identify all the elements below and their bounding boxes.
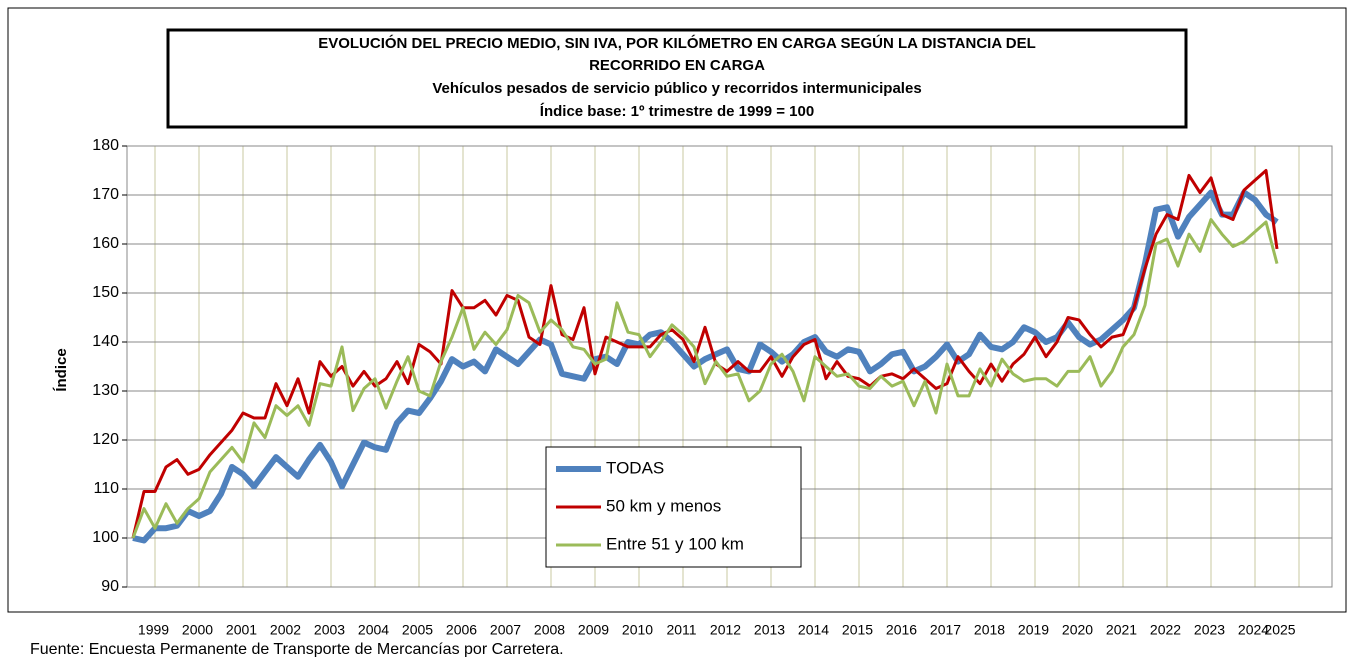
y-tick-label: 180 [92, 137, 119, 154]
y-tick-label: 160 [92, 235, 119, 252]
y-tick-label: 170 [92, 186, 119, 203]
x-tick-label: 2003 [314, 622, 345, 638]
x-tick-label: 2018 [974, 622, 1005, 638]
y-tick-label: 110 [93, 480, 119, 497]
x-tick-label: 1999 [138, 622, 169, 638]
x-tick-label: 2022 [1150, 622, 1181, 638]
x-tick-label: 2011 [666, 622, 696, 638]
x-tick-label: 2024 [1238, 622, 1269, 638]
series-line [132, 189, 1279, 544]
chart-subtitle: Vehículos pesados de servicio público y … [432, 80, 921, 97]
series-line [131, 218, 1279, 539]
legend-label: TODAS [606, 458, 664, 477]
x-tick-label: 2005 [402, 622, 433, 638]
x-tick-label: 2014 [798, 622, 829, 638]
y-axis-label: Índice [53, 348, 70, 391]
x-tick-label: 2008 [534, 622, 565, 638]
x-tick-label: 2001 [226, 622, 257, 638]
title-box [166, 28, 1188, 129]
x-tick-label: 2012 [710, 622, 741, 638]
series-line [131, 169, 1279, 539]
x-tick-label: 2007 [490, 622, 521, 638]
x-tick-label: 2013 [754, 622, 785, 638]
x-tick-label: 2000 [182, 622, 213, 638]
y-tick-label: 150 [92, 284, 119, 301]
x-tick-label: 2015 [842, 622, 873, 638]
chart-subtitle: Índice base: 1º trimestre de 1999 = 100 [540, 103, 814, 120]
chart-title: RECORRIDO EN CARGA [589, 57, 765, 74]
x-tick-label: 2017 [930, 622, 961, 638]
x-tick-label: 2009 [578, 622, 609, 638]
chart-title: EVOLUCIÓN DEL PRECIO MEDIO, SIN IVA, POR… [318, 34, 1036, 52]
x-tick-label: 2016 [886, 622, 917, 638]
x-tick-label: 2021 [1106, 622, 1137, 638]
x-tick-label: 2004 [358, 622, 389, 638]
legend-label: 50 km y menos [606, 496, 721, 515]
y-tick-label: 100 [92, 529, 119, 546]
y-tick-label: 130 [92, 382, 119, 399]
y-tick-label: 140 [92, 333, 119, 350]
y-tick-label: 90 [101, 578, 119, 595]
x-tick-label: 2020 [1062, 622, 1093, 638]
x-tick-label: 2006 [446, 622, 477, 638]
legend-label: Entre 51 y 100 km [606, 534, 744, 553]
x-tick-label: 2025 [1264, 622, 1295, 638]
y-tick-label: 120 [92, 431, 119, 448]
x-tick-label: 2010 [622, 622, 653, 638]
x-tick-label: 2019 [1018, 622, 1049, 638]
x-tick-label: 2023 [1194, 622, 1225, 638]
source-note: Fuente: Encuesta Permanente de Transport… [30, 641, 564, 657]
x-tick-label: 2002 [270, 622, 301, 638]
